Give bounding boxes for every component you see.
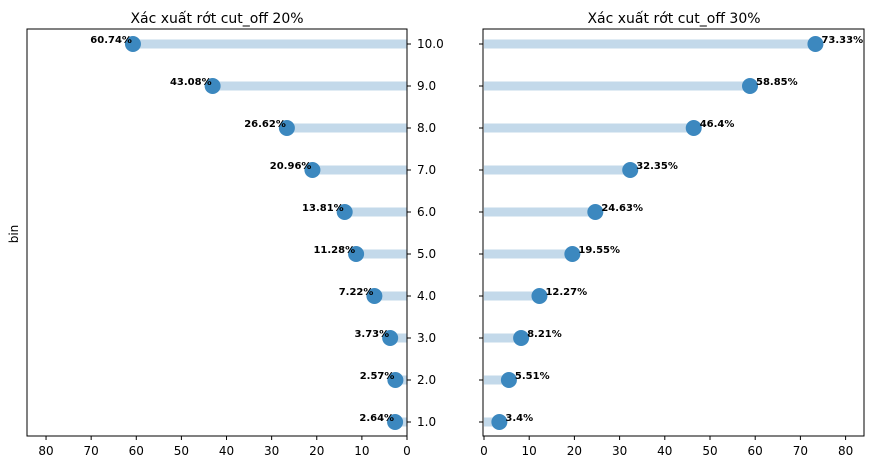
left-point-bin-9	[204, 78, 221, 94]
right-data-label-bin-5: 19.55%	[578, 245, 620, 256]
right-x-tick-label-0: 0	[480, 444, 488, 458]
left-x-tick-label-0: 0	[403, 444, 411, 458]
left-x-tick-label-60: 60	[129, 444, 144, 458]
left-data-label-bin-8: 26.62%	[244, 119, 286, 130]
left-y-tick-label-3: 3.0	[417, 331, 436, 345]
left-x-tick-label-50: 50	[174, 444, 189, 458]
left-y-axis-label: bin	[7, 225, 21, 244]
right-data-label-bin-7: 32.35%	[636, 161, 678, 172]
right-x-tick-label-40: 40	[657, 444, 672, 458]
right-point-bin-3	[513, 330, 530, 346]
right-x-tick-label-20: 20	[567, 444, 582, 458]
right-data-label-bin-10: 73.33%	[821, 35, 863, 46]
right-x-tick-label-70: 70	[793, 444, 808, 458]
left-chart-title: Xác xuất rớt cut_off 20%	[130, 11, 303, 27]
right-data-label-bin-8: 46.4%	[700, 119, 735, 130]
right-data-label-bin-1: 3.4%	[505, 413, 533, 424]
left-point-bin-6	[336, 204, 353, 220]
left-x-tick-label-20: 20	[309, 444, 324, 458]
left-y-tick-label-8: 8.0	[417, 121, 436, 135]
left-data-label-bin-2: 2.57%	[360, 371, 395, 382]
right-point-bin-2	[500, 372, 517, 388]
right-x-tick-label-50: 50	[702, 444, 717, 458]
left-y-tick-label-5: 5.0	[417, 247, 436, 261]
right-x-tick-label-80: 80	[838, 444, 853, 458]
right-axes-frame	[482, 28, 865, 437]
left-data-label-bin-5: 11.28%	[313, 245, 355, 256]
left-data-label-bin-7: 20.96%	[270, 161, 312, 172]
left-x-tick-label-30: 30	[264, 444, 279, 458]
right-point-bin-4	[531, 288, 548, 304]
left-y-tick-label-2: 2.0	[417, 373, 436, 387]
right-x-tick-label-30: 30	[612, 444, 627, 458]
right-point-bin-8	[685, 120, 702, 136]
right-point-bin-7	[622, 162, 639, 178]
right-chart-title: Xác xuất rớt cut_off 30%	[587, 11, 760, 27]
right-point-bin-6	[587, 204, 604, 220]
left-y-tick-label-4: 4.0	[417, 289, 436, 303]
left-y-tick-label-7: 7.0	[417, 163, 436, 177]
left-point-bin-7	[304, 162, 321, 178]
right-point-bin-1	[491, 414, 508, 430]
left-x-tick-label-80: 80	[38, 444, 53, 458]
left-data-label-bin-3: 3.73%	[354, 329, 389, 340]
left-plot-area: 2.64% 2.57% 3.73% 7.22% 11.28% 13.81% 20.96% 26…	[38, 35, 443, 458]
right-x-tick-label-60: 60	[748, 444, 763, 458]
left-x-tick-label-40: 40	[219, 444, 234, 458]
left-data-label-bin-6: 13.81%	[302, 203, 344, 214]
left-y-tick-label-10: 10.0	[417, 37, 444, 51]
left-point-bin-5	[348, 246, 365, 262]
left-y-tick-label-6: 6.0	[417, 205, 436, 219]
right-data-label-bin-3: 8.21%	[527, 329, 562, 340]
left-x-tick-label-70: 70	[84, 444, 99, 458]
right-data-label-bin-9: 58.85%	[756, 77, 798, 88]
left-point-bin-10	[124, 36, 141, 52]
left-point-bin-2	[387, 372, 404, 388]
right-point-bin-9	[742, 78, 759, 94]
left-y-tick-label-1: 1.0	[417, 415, 436, 429]
left-data-label-bin-10: 60.74%	[90, 35, 132, 46]
left-point-bin-8	[278, 120, 295, 136]
left-point-bin-1	[387, 414, 404, 430]
left-point-bin-3	[382, 330, 399, 346]
left-data-label-bin-9: 43.08%	[170, 77, 212, 88]
left-y-tick-label-9: 9.0	[417, 79, 436, 93]
right-data-label-bin-2: 5.51%	[515, 371, 550, 382]
right-data-label-bin-4: 12.27%	[545, 287, 587, 298]
right-data-label-bin-6: 24.63%	[601, 203, 643, 214]
left-axes-frame	[26, 28, 408, 437]
right-plot-area: 3.4% 5.51% 8.21% 12.27% 19.55% 24.63% 32.35% 46…	[479, 35, 863, 458]
left-data-label-bin-1: 2.64%	[359, 413, 394, 424]
right-point-bin-10	[807, 36, 824, 52]
left-x-tick-label-10: 10	[354, 444, 369, 458]
left-point-bin-4	[366, 288, 383, 304]
right-point-bin-5	[564, 246, 581, 262]
left-data-label-bin-4: 7.22%	[339, 287, 374, 298]
right-x-tick-label-10: 10	[522, 444, 537, 458]
